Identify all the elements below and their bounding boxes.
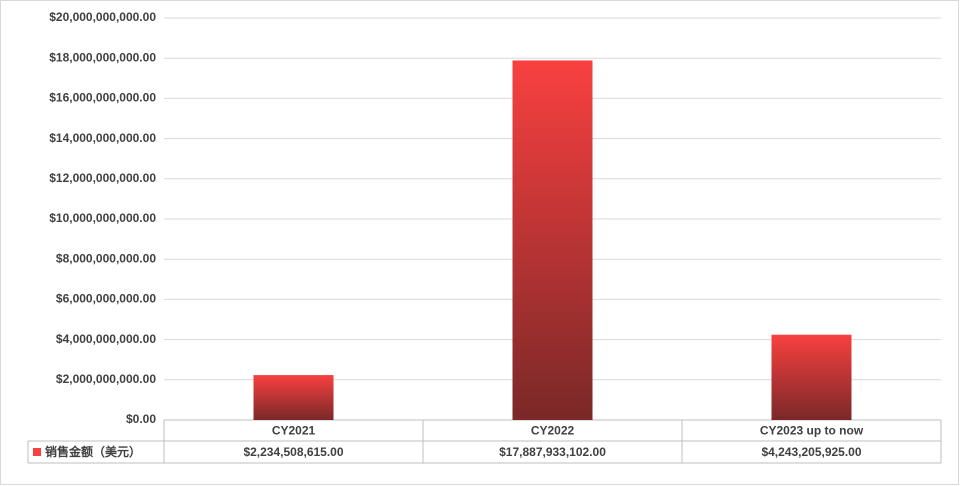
x-tick-label: CY2023 up to now xyxy=(760,424,864,438)
y-tick-label: $6,000,000,000.00 xyxy=(56,292,156,306)
y-tick-label: $20,000,000,000.00 xyxy=(49,10,156,24)
bar xyxy=(771,334,852,420)
y-tick-label: $4,000,000,000.00 xyxy=(56,332,156,346)
table-value: $17,887,933,102.00 xyxy=(499,445,606,459)
table-value: $2,234,508,615.00 xyxy=(243,445,343,459)
y-tick-label: $18,000,000,000.00 xyxy=(49,50,156,64)
y-tick-label: $16,000,000,000.00 xyxy=(49,91,156,105)
x-tick-label: CY2021 xyxy=(272,424,316,438)
legend-label: 销售金额（美元） xyxy=(45,444,141,459)
y-tick-label: $2,000,000,000.00 xyxy=(56,372,156,386)
bar xyxy=(253,375,334,420)
table-value: $4,243,205,925.00 xyxy=(761,445,861,459)
legend-key xyxy=(33,448,41,456)
y-tick-label: $12,000,000,000.00 xyxy=(49,171,156,185)
bar xyxy=(512,60,593,420)
y-tick-label: $14,000,000,000.00 xyxy=(49,131,156,145)
y-tick-label: $0.00 xyxy=(126,412,156,426)
x-tick-label: CY2022 xyxy=(531,424,575,438)
y-tick-label: $10,000,000,000.00 xyxy=(49,211,156,225)
y-tick-label: $8,000,000,000.00 xyxy=(56,251,156,265)
